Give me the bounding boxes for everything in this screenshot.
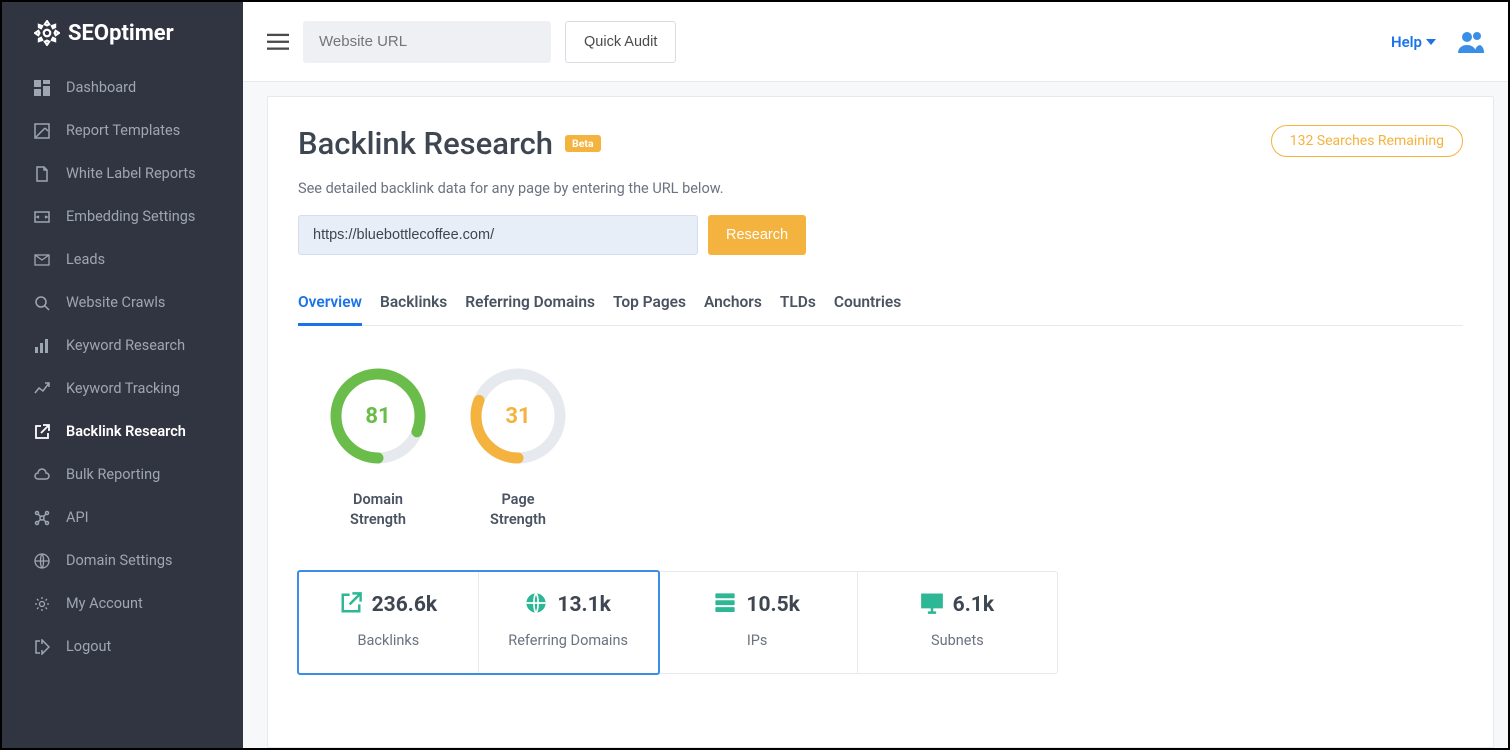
page-subtitle: See detailed backlink data for any page … bbox=[298, 180, 1463, 197]
sidebar-item-label: Keyword Tracking bbox=[66, 380, 180, 397]
backlink-url-input[interactable] bbox=[298, 215, 698, 255]
globe-solid-icon bbox=[525, 592, 547, 618]
embed-icon bbox=[34, 209, 50, 225]
sidebar-item-label: White Label Reports bbox=[66, 165, 196, 182]
sidebar-item-label: Report Templates bbox=[66, 122, 180, 139]
donut-label: DomainStrength bbox=[350, 490, 406, 531]
sidebar-item-label: Website Crawls bbox=[66, 294, 165, 311]
stat-label: Referring Domains bbox=[489, 632, 648, 649]
stat-label: Backlinks bbox=[309, 632, 468, 649]
chart-icon bbox=[34, 338, 50, 354]
tab-top-pages[interactable]: Top Pages bbox=[613, 283, 686, 325]
beta-badge: Beta bbox=[565, 135, 601, 152]
stat-subnets[interactable]: 6.1k Subnets bbox=[858, 572, 1057, 673]
sidebar-item-label: Logout bbox=[66, 638, 111, 655]
tab-backlinks[interactable]: Backlinks bbox=[380, 283, 447, 325]
sidebar-item-leads[interactable]: Leads bbox=[2, 238, 243, 281]
sidebar-item-domain-settings[interactable]: Domain Settings bbox=[2, 539, 243, 582]
sidebar-item-label: My Account bbox=[66, 595, 143, 612]
donut-value: 81 bbox=[328, 366, 428, 466]
sidebar-item-label: Domain Settings bbox=[66, 552, 172, 569]
sidebar-item-logout[interactable]: Logout bbox=[2, 625, 243, 668]
hamburger-icon[interactable] bbox=[267, 33, 289, 51]
sidebar-item-keyword-tracking[interactable]: Keyword Tracking bbox=[2, 367, 243, 410]
sidebar-item-label: Dashboard bbox=[66, 79, 136, 96]
tab-referring-domains[interactable]: Referring Domains bbox=[465, 283, 595, 325]
sidebar-item-label: Embedding Settings bbox=[66, 208, 195, 225]
sidebar-item-backlink-research[interactable]: Backlink Research bbox=[2, 410, 243, 453]
sidebar-item-my-account[interactable]: My Account bbox=[2, 582, 243, 625]
brand-logo[interactable]: SEOptimer bbox=[2, 2, 243, 60]
sidebar-item-white-label-reports[interactable]: White Label Reports bbox=[2, 152, 243, 195]
donut-domain-strength: 81 DomainStrength bbox=[328, 366, 428, 531]
topbar: Quick Audit Help bbox=[243, 2, 1508, 82]
donut-page-strength: 31 PageStrength bbox=[468, 366, 568, 531]
external-link-icon bbox=[34, 424, 50, 440]
stat-referring-domains[interactable]: 13.1k Referring Domains bbox=[479, 572, 658, 673]
chevron-down-icon bbox=[1426, 39, 1436, 45]
sidebar-item-bulk-reporting[interactable]: Bulk Reporting bbox=[2, 453, 243, 496]
sidebar-item-website-crawls[interactable]: Website Crawls bbox=[2, 281, 243, 324]
sidebar-item-keyword-research[interactable]: Keyword Research bbox=[2, 324, 243, 367]
logout-icon bbox=[34, 639, 50, 655]
stat-ips[interactable]: 10.5k IPs bbox=[658, 572, 858, 673]
tab-countries[interactable]: Countries bbox=[834, 283, 901, 325]
content-card: Backlink Research Beta 132 Searches Rema… bbox=[267, 96, 1494, 748]
dashboard-icon bbox=[34, 80, 50, 96]
sidebar-nav: Dashboard Report Templates White Label Rep… bbox=[2, 60, 243, 668]
template-icon bbox=[34, 123, 50, 139]
mail-icon bbox=[34, 252, 50, 268]
document-icon bbox=[34, 166, 50, 182]
sidebar-item-label: Backlink Research bbox=[66, 423, 186, 440]
highlighted-stats: 236.6k Backlinks 13.1k Referring Domains bbox=[297, 570, 660, 675]
sidebar-item-api[interactable]: API bbox=[2, 496, 243, 539]
stat-value: 10.5k bbox=[746, 593, 799, 617]
stat-backlinks[interactable]: 236.6k Backlinks bbox=[299, 572, 479, 673]
users-icon[interactable] bbox=[1458, 31, 1484, 53]
page-title: Backlink Research bbox=[298, 125, 553, 162]
gear-icon bbox=[34, 596, 50, 612]
main-area: Quick Audit Help Backlink Research bbox=[243, 2, 1508, 748]
sidebar-item-dashboard[interactable]: Dashboard bbox=[2, 66, 243, 109]
searches-remaining-badge: 132 Searches Remaining bbox=[1271, 125, 1463, 157]
api-icon bbox=[34, 510, 50, 526]
tab-tlds[interactable]: TLDs bbox=[780, 283, 816, 325]
sidebar-item-report-templates[interactable]: Report Templates bbox=[2, 109, 243, 152]
stats-row: 236.6k Backlinks 13.1k Referring Domains… bbox=[298, 571, 1058, 674]
search-icon bbox=[34, 295, 50, 311]
help-link[interactable]: Help bbox=[1391, 33, 1436, 51]
quick-audit-button[interactable]: Quick Audit bbox=[565, 21, 676, 63]
donut-value: 31 bbox=[468, 366, 568, 466]
help-label: Help bbox=[1391, 33, 1422, 51]
brand-name: SEOptimer bbox=[68, 21, 174, 46]
website-url-input[interactable] bbox=[303, 21, 551, 63]
server-icon bbox=[714, 592, 736, 618]
tab-anchors[interactable]: Anchors bbox=[704, 283, 762, 325]
donut-label: PageStrength bbox=[490, 490, 546, 531]
monitor-icon bbox=[921, 592, 943, 618]
research-button[interactable]: Research bbox=[708, 215, 806, 255]
sidebar-item-label: API bbox=[66, 509, 89, 526]
stat-value: 6.1k bbox=[953, 593, 994, 617]
sidebar-item-label: Leads bbox=[66, 251, 105, 268]
sidebar: SEOptimer Dashboard Report Templates White… bbox=[2, 2, 243, 748]
tab-overview[interactable]: Overview bbox=[298, 283, 362, 326]
gear-arrows-icon bbox=[34, 20, 60, 46]
tabs: Overview Backlinks Referring Domains Top Pa… bbox=[298, 283, 1463, 326]
cloud-icon bbox=[34, 467, 50, 483]
tracking-icon bbox=[34, 381, 50, 397]
sidebar-item-label: Bulk Reporting bbox=[66, 466, 160, 483]
strength-donuts: 81 DomainStrength 31 PageStrength bbox=[298, 366, 1463, 531]
stat-label: IPs bbox=[668, 632, 847, 649]
stat-label: Subnets bbox=[868, 632, 1047, 649]
sidebar-item-label: Keyword Research bbox=[66, 337, 185, 354]
globe-icon bbox=[34, 553, 50, 569]
stat-value: 236.6k bbox=[372, 593, 438, 617]
stat-value: 13.1k bbox=[557, 593, 610, 617]
sidebar-item-embedding-settings[interactable]: Embedding Settings bbox=[2, 195, 243, 238]
external-link-icon bbox=[340, 592, 362, 618]
